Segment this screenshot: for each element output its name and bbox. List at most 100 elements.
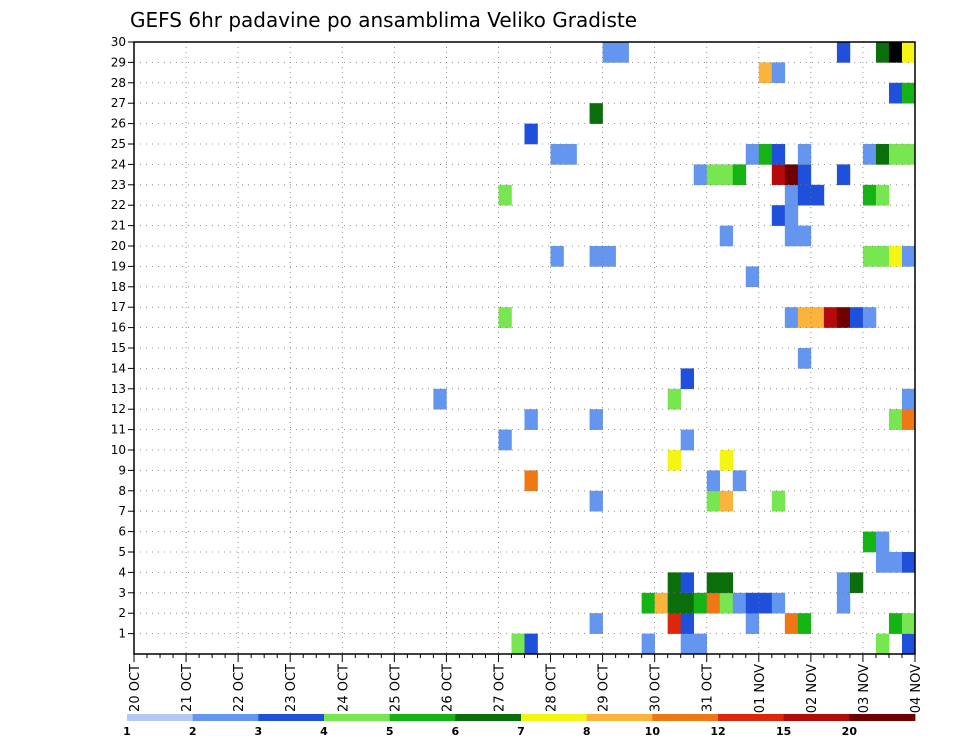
y-tick-label: 20	[111, 239, 126, 253]
colorbar-label: 8	[583, 725, 591, 738]
heatmap-cell	[602, 246, 616, 267]
heatmap-cells	[433, 42, 928, 654]
x-tick-label: 04 NOV	[909, 664, 924, 713]
colorbar-segment	[718, 714, 785, 721]
heatmap-cell	[680, 633, 695, 654]
x-tick-label: 28 OCT	[545, 664, 560, 712]
heatmap-cell	[589, 613, 603, 634]
heatmap-cell	[797, 613, 812, 634]
x-tick-label: 03 NOV	[857, 664, 872, 713]
heatmap-cell	[836, 572, 851, 594]
heatmap-cell	[719, 164, 734, 186]
colorbar-label: 15	[776, 725, 791, 738]
y-axis: 1234567891011121314151617181920212223242…	[111, 35, 134, 641]
x-tick-label: 26 OCT	[440, 664, 455, 712]
heatmap-cell	[745, 592, 760, 614]
heatmap-cell	[862, 184, 877, 206]
heatmap-cell	[758, 62, 773, 84]
heatmap-cell	[680, 572, 695, 594]
colorbar-segment	[455, 714, 522, 721]
heatmap-cell	[888, 409, 903, 430]
colorbar-label: 3	[255, 725, 263, 738]
heatmap-cell	[901, 246, 915, 267]
y-tick-label: 16	[111, 321, 126, 335]
colorbar-label: 4	[320, 725, 328, 738]
x-axis: 20 OCT 21 OCT 22 OCT 23 OCT 24 OCT 25 OCT 26 O…	[128, 654, 924, 713]
heatmap-cell	[797, 184, 812, 206]
heatmap-cell	[836, 307, 851, 328]
heatmap-cell	[915, 307, 928, 328]
heatmap-cell	[915, 62, 928, 83]
heatmap-cell	[888, 144, 903, 165]
x-tick-label: 20 OCT	[128, 664, 143, 712]
heatmap-cell	[784, 205, 799, 226]
heatmap-cell	[550, 144, 564, 165]
heatmap-cell	[615, 42, 629, 63]
heatmap-cell	[875, 531, 890, 553]
y-tick-label: 18	[111, 280, 126, 294]
heatmap-cell	[589, 103, 603, 124]
heatmap-cell	[797, 307, 812, 328]
heatmap-cell	[706, 592, 721, 614]
colorbar-segment	[127, 714, 194, 721]
heatmap-cell	[784, 184, 799, 206]
x-tick-label: 24 OCT	[336, 664, 351, 712]
heatmap-cell	[719, 490, 734, 512]
colorbar-segment	[258, 714, 325, 721]
heatmap-cell	[862, 144, 877, 165]
y-tick-label: 5	[118, 545, 126, 559]
x-tick-label: 22 OCT	[232, 664, 247, 712]
heatmap-cell	[901, 42, 915, 63]
y-tick-label: 10	[111, 443, 126, 457]
heatmap-cell	[667, 613, 681, 634]
y-tick-label: 2	[118, 606, 126, 620]
heatmap-cell	[915, 389, 928, 410]
heatmap-cell	[732, 470, 747, 492]
y-tick-label: 1	[118, 627, 126, 641]
heatmap-cell	[524, 470, 538, 492]
heatmap-cell	[758, 592, 773, 614]
heatmap-cell	[771, 144, 786, 165]
heatmap-cell	[667, 592, 681, 614]
colorbar-segment	[652, 714, 719, 721]
heatmap-cell	[706, 470, 721, 492]
heatmap-cell	[719, 450, 734, 471]
heatmap-cell	[810, 307, 825, 328]
x-tick-label: 27 OCT	[492, 664, 507, 712]
heatmap-cell	[667, 450, 681, 471]
heatmap-cell	[771, 490, 786, 512]
heatmap-cell	[667, 388, 681, 410]
heatmap-cell	[745, 144, 760, 165]
y-tick-label: 29	[111, 55, 126, 69]
heatmap-cell	[771, 592, 786, 614]
x-tick-label: 23 OCT	[284, 664, 299, 712]
heatmap-cell	[875, 246, 890, 267]
x-tick-label: 02 NOV	[805, 664, 820, 713]
heatmap-cell	[888, 552, 903, 573]
heatmap-cell	[771, 205, 786, 226]
y-tick-label: 17	[111, 300, 126, 314]
colorbar-label: 10	[645, 725, 661, 738]
heatmap-cell	[901, 82, 915, 104]
y-tick-label: 23	[111, 178, 126, 192]
heatmap-cell	[641, 633, 655, 654]
y-tick-label: 13	[111, 382, 126, 396]
heatmap-cell	[706, 164, 721, 186]
heatmap-cell	[875, 184, 890, 206]
colorbar-label: 6	[452, 725, 460, 738]
y-tick-label: 24	[111, 157, 126, 171]
heatmap-cell	[771, 164, 786, 186]
heatmap-cell	[498, 429, 512, 451]
colorbar-segment	[521, 714, 588, 721]
heatmap-cell	[888, 42, 903, 63]
heatmap-cell	[862, 531, 877, 553]
heatmap-cell	[901, 144, 915, 165]
heatmap-cell	[836, 42, 851, 63]
y-tick-label: 11	[111, 423, 126, 437]
x-tick-label: 25 OCT	[388, 664, 403, 712]
heatmap-cell	[784, 164, 799, 186]
heatmap-cell	[524, 633, 538, 654]
y-tick-label: 6	[118, 525, 126, 539]
heatmap-cell	[771, 62, 786, 84]
colorbar-segment	[192, 714, 259, 721]
